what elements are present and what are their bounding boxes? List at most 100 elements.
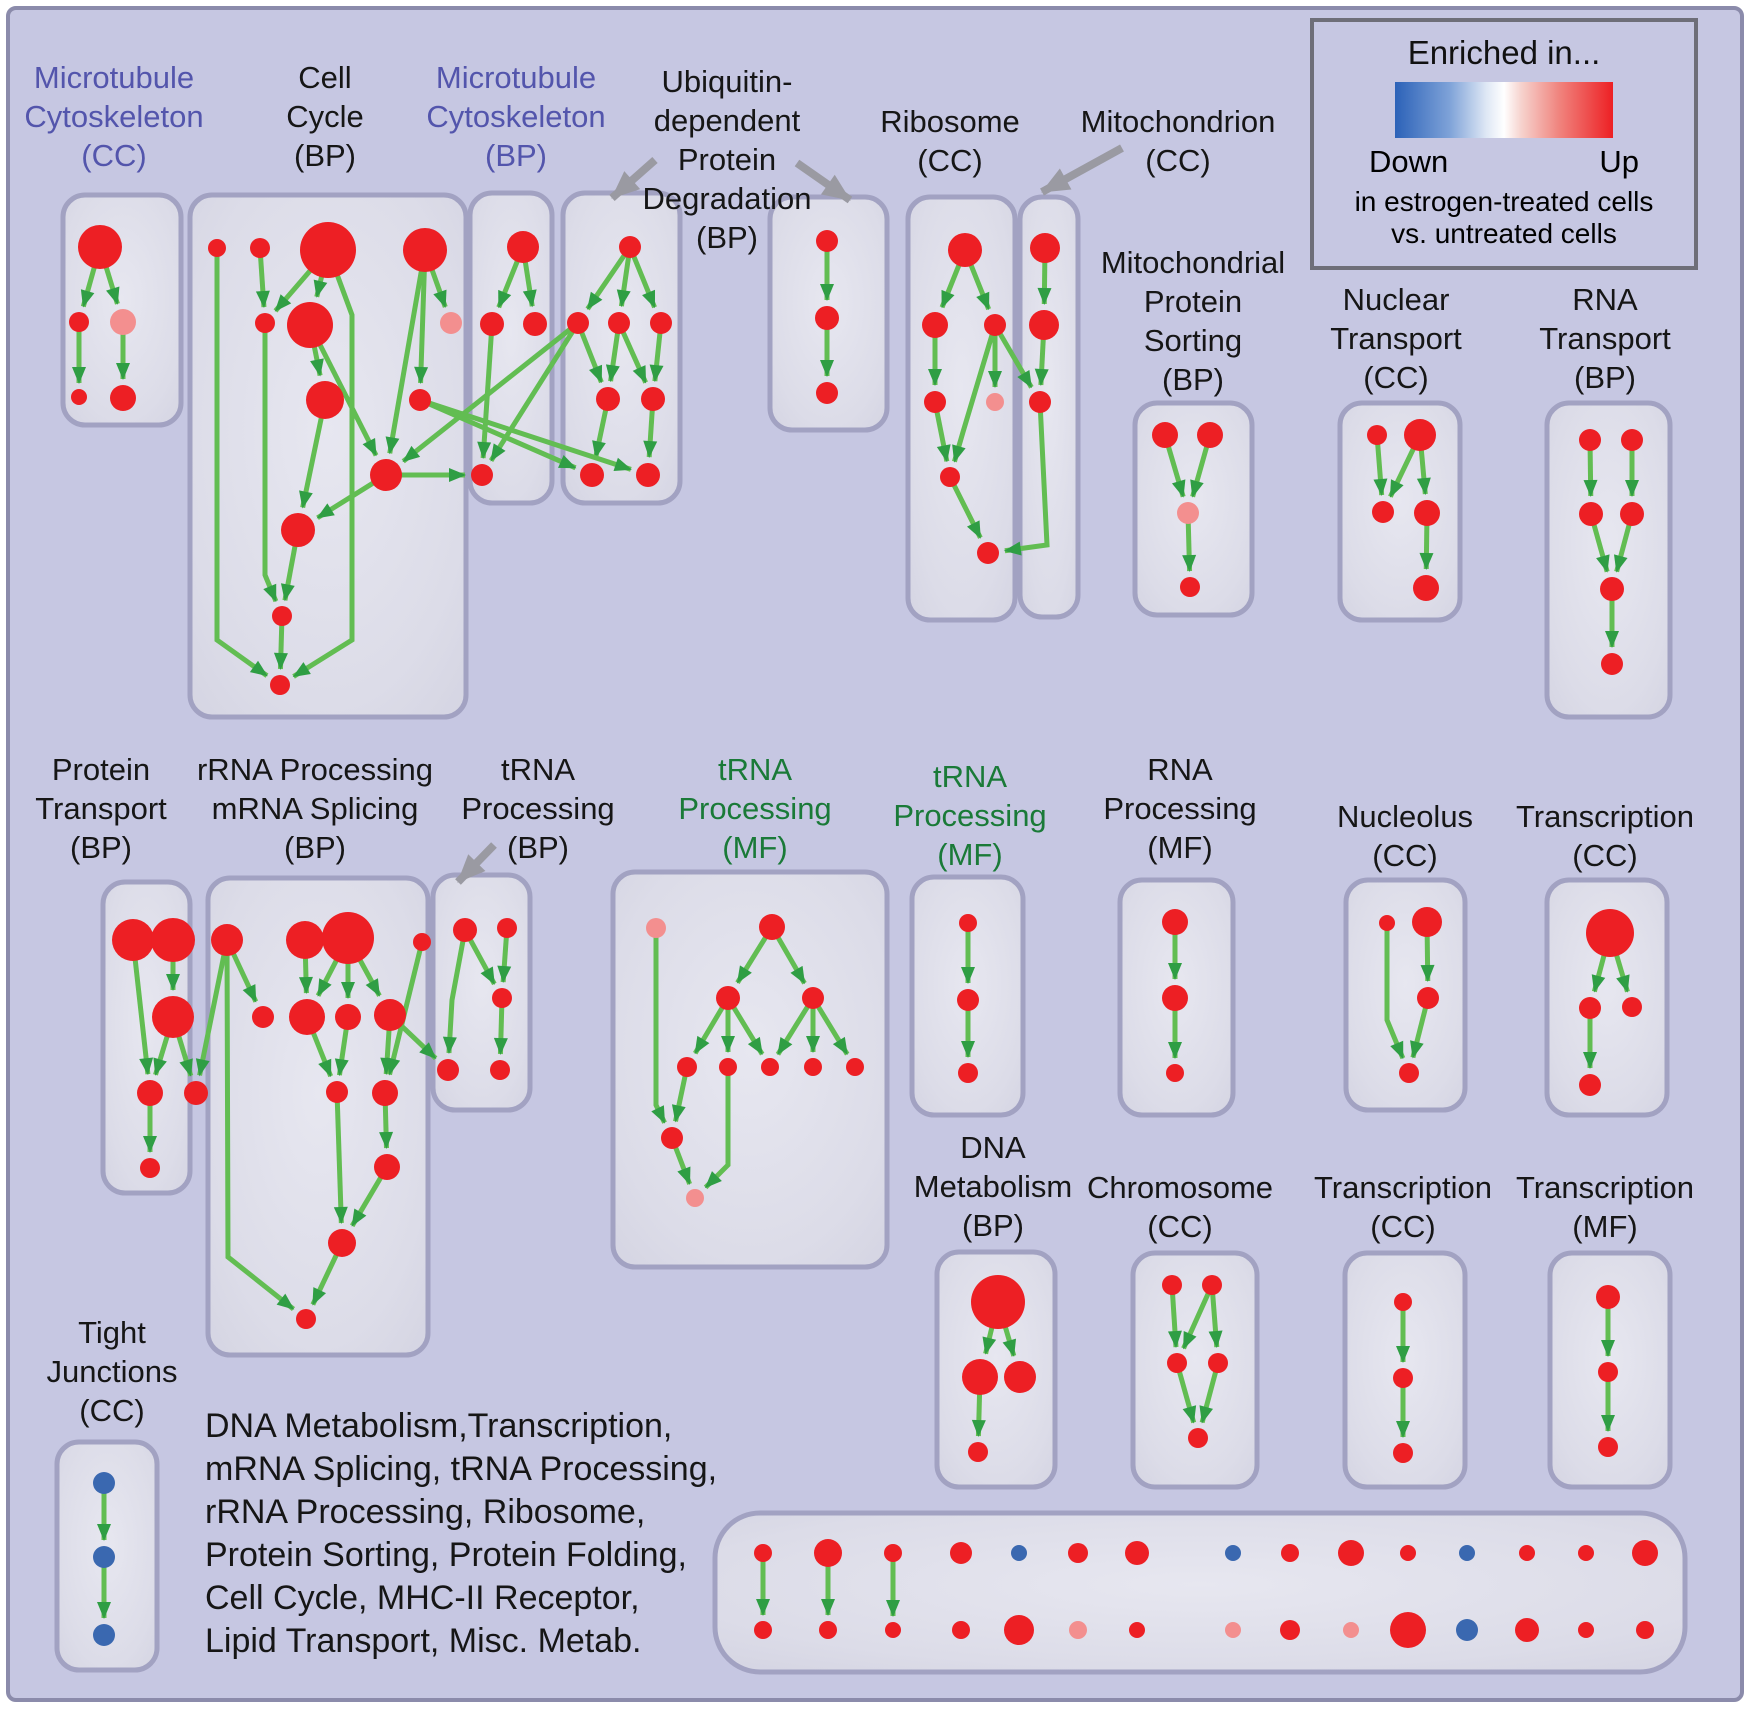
go-term-node-chrom-k1 bbox=[1162, 1275, 1182, 1295]
go-term-node-trmf1-f5 bbox=[677, 1057, 697, 1077]
go-term-node-rib-r3 bbox=[984, 314, 1006, 336]
go-term-node-cc-c5 bbox=[255, 313, 275, 333]
go-term-node-mbp-mb4 bbox=[471, 464, 493, 486]
go-term-node-rib-r4 bbox=[924, 391, 946, 413]
go-term-node-mito-mt1 bbox=[1030, 233, 1060, 263]
bottom-pair-10-top-node bbox=[1400, 1545, 1416, 1561]
go-term-node-mcc-m1 bbox=[78, 225, 122, 269]
go-term-node-pt-p1 bbox=[112, 919, 154, 961]
go-term-node-cc-c11 bbox=[281, 513, 315, 547]
cross-edge-c9-ub8 bbox=[419, 397, 632, 472]
bottom-pair-3-top-node bbox=[950, 1542, 972, 1564]
go-term-node-trbp-tb3 bbox=[492, 988, 512, 1008]
go-term-node-trmf1-f7 bbox=[761, 1058, 779, 1076]
go-term-node-mps-s4 bbox=[1180, 577, 1200, 597]
cross-edge-ub2-mb4 bbox=[488, 321, 581, 462]
bottom-pair-10-bottom-node bbox=[1390, 1612, 1426, 1648]
go-term-node-trmf1-f6 bbox=[719, 1058, 737, 1076]
go-term-node-vbox-v2 bbox=[815, 306, 839, 330]
edge-trmf1-f1-f10 bbox=[651, 928, 667, 1124]
go-term-node-rt-t3 bbox=[1579, 502, 1603, 526]
edge-trmf1-f4-f7 bbox=[775, 996, 816, 1056]
legend-subtitle-line1: in estrogen-treated cells bbox=[1354, 186, 1654, 217]
go-term-node-mcc-m3 bbox=[110, 309, 136, 335]
bottom-pair-1-bottom-node bbox=[819, 1621, 837, 1639]
bottom-pair-2-bottom-node bbox=[885, 1622, 901, 1638]
go-term-node-rrna-q12 bbox=[328, 1229, 356, 1257]
go-term-node-chrom-k5 bbox=[1188, 1428, 1208, 1448]
go-term-node-cc-c13 bbox=[270, 675, 290, 695]
go-term-node-rt-t5 bbox=[1600, 577, 1624, 601]
go-term-node-rrna-q4 bbox=[413, 933, 431, 951]
go-term-node-trmf1-f4 bbox=[802, 987, 824, 1009]
go-term-node-cc-c12 bbox=[272, 606, 292, 626]
go-term-node-tcc2-w4 bbox=[1579, 1074, 1601, 1096]
edge-cc-c5-c12 bbox=[262, 323, 279, 603]
go-term-node-pt-p5 bbox=[140, 1158, 160, 1178]
go-term-node-nt-n1 bbox=[1367, 425, 1387, 445]
go-term-node-rpmf-h2 bbox=[1162, 985, 1188, 1011]
go-term-node-nt-n2 bbox=[1404, 419, 1436, 451]
go-term-node-nt-n3 bbox=[1372, 501, 1394, 523]
bottom-pair-4-top-node bbox=[1011, 1545, 1027, 1561]
merged-clusters-annotation: DNA Metabolism,Transcription, mRNA Splic… bbox=[205, 1407, 718, 1660]
group-box-chrom bbox=[1130, 1250, 1260, 1490]
legend: Enriched in... Down Up in estrogen-treat… bbox=[1310, 18, 1698, 270]
cross-edge-ub2-c10 bbox=[401, 321, 580, 464]
edge-trbp-tb1-tb4 bbox=[442, 929, 468, 1055]
group-box-rrna bbox=[205, 875, 431, 1358]
bottom-pair-0-top-node bbox=[754, 1544, 772, 1562]
go-term-node-rpmf-h1 bbox=[1162, 909, 1188, 935]
cross-edge-r3-mt3 bbox=[992, 323, 1034, 389]
bottom-pair-1-top-node bbox=[814, 1539, 842, 1567]
go-term-node-pt-p2 bbox=[151, 918, 195, 962]
edge-rib-r3-r6 bbox=[952, 324, 998, 463]
go-term-node-tcc3-x2 bbox=[1393, 1368, 1413, 1388]
legend-title: Enriched in... bbox=[1407, 34, 1601, 71]
edge-cc-c6-c10 bbox=[307, 323, 379, 457]
go-term-node-pt-p4 bbox=[137, 1080, 163, 1106]
edge-pt-p1-p4 bbox=[130, 939, 154, 1076]
go-term-node-trmf1-f1 bbox=[646, 918, 666, 938]
go-term-node-rib-r1 bbox=[948, 233, 982, 267]
go-term-node-rt-t6 bbox=[1601, 653, 1623, 675]
go-term-node-tcc2-w1 bbox=[1586, 909, 1634, 957]
go-term-node-tcc3-x3 bbox=[1393, 1443, 1413, 1463]
legend-subtitle-line2: vs. untreated cells bbox=[1391, 218, 1617, 249]
edge-chrom-k4-k5 bbox=[1199, 1362, 1221, 1424]
go-term-node-tcc2-w3 bbox=[1622, 997, 1642, 1017]
go-term-node-ub-ub1 bbox=[619, 236, 641, 258]
bottom-pair-9-bottom-node bbox=[1343, 1622, 1359, 1638]
go-term-node-dnam-d4 bbox=[968, 1442, 988, 1462]
edge-chrom-k3-k5 bbox=[1174, 1362, 1197, 1424]
go-term-node-trmf2-g3 bbox=[958, 1063, 978, 1083]
label-pointer-arrow-0 bbox=[609, 157, 658, 201]
go-term-node-nuc-nu1 bbox=[1379, 915, 1395, 931]
go-term-node-rrna-q3 bbox=[322, 912, 374, 964]
go-term-node-nuc-nu3 bbox=[1417, 987, 1439, 1009]
go-term-node-ub-ub2 bbox=[567, 312, 589, 334]
edge-chrom-k1-k3 bbox=[1167, 1284, 1182, 1349]
edge-nuc-nu1-nu4 bbox=[1384, 923, 1406, 1060]
bottom-pair-11-bottom-node bbox=[1456, 1619, 1478, 1641]
bottom-pair-4-bottom-node bbox=[1004, 1615, 1034, 1645]
group-box-nuc bbox=[1343, 877, 1468, 1113]
go-term-node-pt-p6 bbox=[184, 1081, 208, 1105]
cross-edge-mt3-r7 bbox=[1003, 401, 1050, 556]
edge-trmf1-f6-f11 bbox=[703, 1067, 731, 1190]
go-term-node-rt-t2 bbox=[1621, 429, 1643, 451]
bottom-pair-8-top-node bbox=[1281, 1544, 1299, 1562]
bottom-pair-13-top-node bbox=[1578, 1545, 1594, 1561]
go-term-node-rib-r6 bbox=[940, 467, 960, 487]
go-term-node-trmf2-g2 bbox=[957, 989, 979, 1011]
bottom-pair-12-top-node bbox=[1519, 1545, 1535, 1561]
bottom-pair-0-bottom-node bbox=[754, 1621, 772, 1639]
label-pointer-arrow-1 bbox=[794, 159, 853, 204]
bottom-pair-6-bottom-node bbox=[1129, 1622, 1145, 1638]
go-term-node-dnam-d2 bbox=[962, 1359, 998, 1395]
bottom-pair-7-top-node bbox=[1225, 1545, 1241, 1561]
go-term-node-rrna-q7 bbox=[335, 1004, 361, 1030]
go-term-node-trmf1-f3 bbox=[716, 986, 740, 1010]
